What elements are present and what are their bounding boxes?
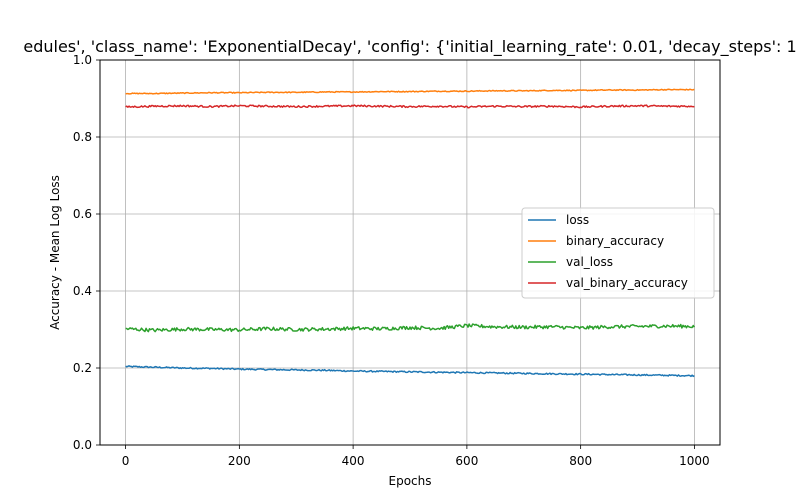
y-axis-label: Accuracy - Mean Log Loss [48, 175, 62, 330]
x-tick-label: 200 [228, 454, 251, 468]
x-tick-label: 0 [122, 454, 130, 468]
legend-box [521, 207, 715, 299]
x-tick-label: 600 [455, 454, 478, 468]
legend-label: loss [566, 213, 589, 227]
series-line-binary-accuracy [125, 88, 695, 95]
x-tick-label: 400 [342, 454, 365, 468]
y-tick-label: 1.0 [73, 53, 92, 67]
legend-label: val_binary_accuracy [566, 276, 688, 290]
axis-ticks: 0 200 400 600 800 1000 0.0 0.2 0.4 0.6 0.8 1.0 [73, 53, 710, 468]
y-tick-label: 0.2 [73, 361, 92, 375]
series-line-loss [125, 365, 695, 378]
y-tick-label: 0.0 [73, 438, 92, 452]
legend: loss binary_accuracy val_loss val_binary_ac… [521, 207, 715, 299]
series-line-val-binary-accuracy [125, 104, 695, 109]
x-axis-label: Epochs [389, 474, 432, 488]
y-tick-label: 0.6 [73, 207, 92, 221]
chart-title: edules', 'class_name': 'ExponentialDecay… [23, 37, 796, 57]
y-tick-label: 0.8 [73, 130, 92, 144]
x-tick-label: 1000 [679, 454, 710, 468]
legend-label: binary_accuracy [566, 234, 664, 248]
legend-label: val_loss [566, 255, 613, 269]
x-tick-label: 800 [569, 454, 592, 468]
y-tick-label: 0.4 [73, 284, 92, 298]
plot-series [125, 88, 696, 378]
plot-frame [99, 59, 721, 446]
series-line-val-loss [125, 323, 696, 333]
